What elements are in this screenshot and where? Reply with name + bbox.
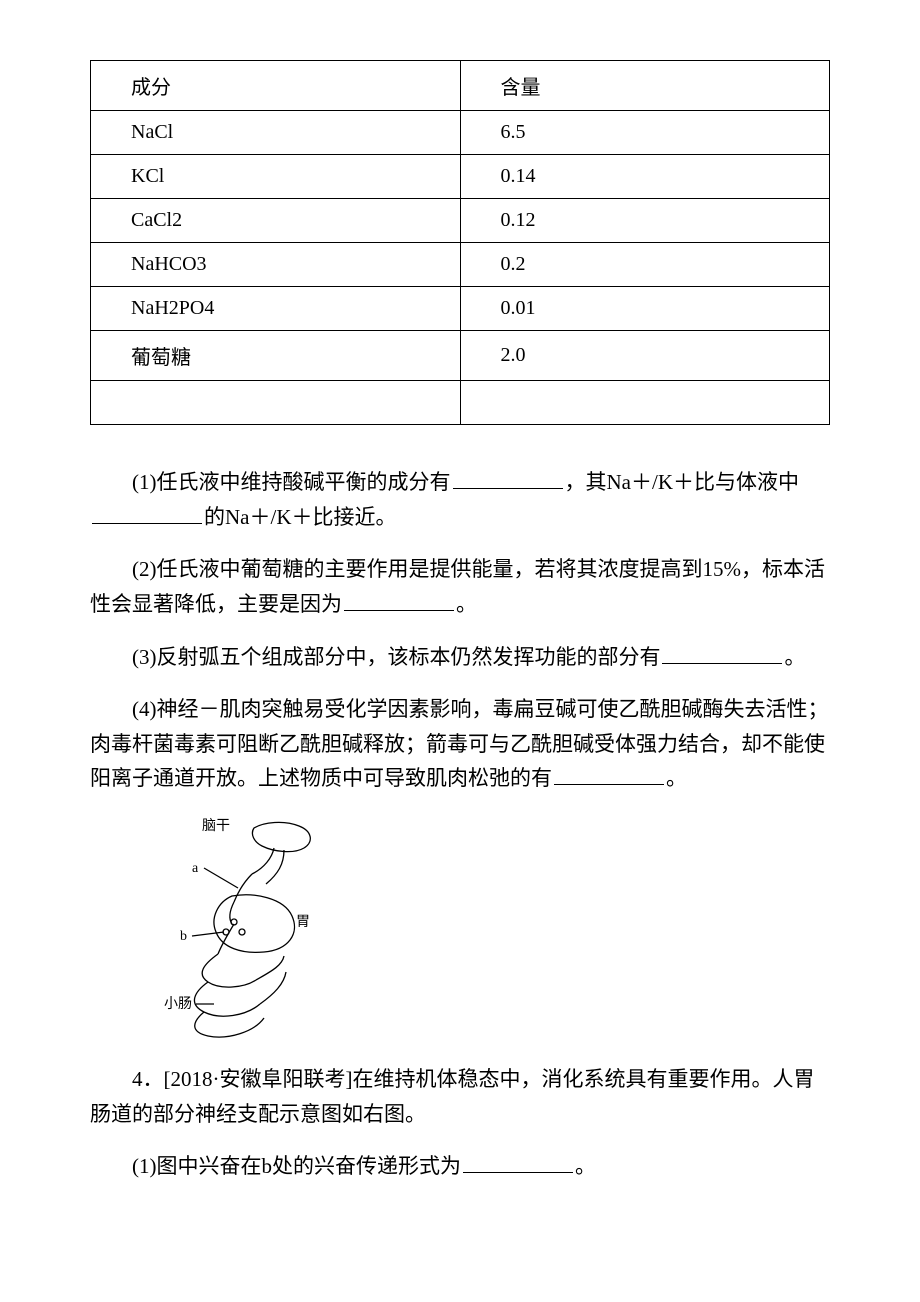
cell-component: NaCl	[91, 111, 461, 155]
q4-text-b: 。	[666, 766, 687, 790]
blank	[92, 503, 202, 524]
question-6: (1)图中兴奋在b处的兴奋传递形式为 。	[90, 1149, 830, 1184]
cell-component: NaH2PO4	[91, 287, 461, 331]
question-4: (4)神经－肌肉突触易受化学因素影响，毒扁豆碱可使乙酰胆碱酶失去活性；肉毒杆菌毒…	[90, 692, 830, 796]
table-row: CaCl2 0.12	[91, 199, 830, 243]
q6-text-a: (1)图中兴奋在b处的兴奋传递形式为	[132, 1154, 461, 1178]
table-row: NaH2PO4 0.01	[91, 287, 830, 331]
question-5: 4．[2018·安徽阜阳联考]在维持机体稳态中，消化系统具有重要作用。人胃肠道的…	[90, 1062, 830, 1131]
table-row: NaCl 6.5	[91, 111, 830, 155]
header-cell-amount: 含量	[460, 61, 830, 111]
q1-text-b: ，其Na＋/K＋比与体液中	[565, 470, 800, 494]
q4-text-a: (4)神经－肌肉突触易受化学因素影响，毒扁豆碱可使乙酰胆碱酶失去活性；肉毒杆菌毒…	[90, 697, 828, 790]
digestive-nerve-diagram: 脑干 a 胃 b 小肠	[134, 814, 830, 1044]
q3-text-a: (3)反射弧五个组成部分中，该标本仍然发挥功能的部分有	[132, 645, 660, 669]
cell-component: 葡萄糖	[91, 331, 461, 381]
table-header-row: 成分 含量	[91, 61, 830, 111]
table-row: 葡萄糖 2.0	[91, 331, 830, 381]
header-cell-component: 成分	[91, 61, 461, 111]
question-1: (1)任氏液中维持酸碱平衡的成分有 ，其Na＋/K＋比与体液中的Na＋/K＋比接近…	[90, 465, 830, 534]
cell-component: CaCl2	[91, 199, 461, 243]
cell-amount: 0.12	[460, 199, 830, 243]
cell-component	[91, 381, 461, 425]
q6-text-b: 。	[575, 1154, 596, 1178]
cell-amount: 6.5	[460, 111, 830, 155]
cell-amount	[460, 381, 830, 425]
cell-amount: 0.14	[460, 155, 830, 199]
cell-amount: 0.2	[460, 243, 830, 287]
q3-text-b: 。	[784, 645, 805, 669]
label-b: b	[180, 929, 187, 944]
table-row: NaHCO3 0.2	[91, 243, 830, 287]
label-intestine: 小肠	[164, 996, 192, 1012]
q1-text-a: (1)任氏液中维持酸碱平衡的成分有	[132, 470, 451, 494]
q2-text-b: 。	[456, 592, 477, 616]
blank	[453, 468, 563, 489]
composition-table: 成分 含量 NaCl 6.5 KCl 0.14 CaCl2 0.12 NaHCO…	[90, 60, 830, 425]
label-a: a	[192, 861, 199, 876]
blank	[344, 590, 454, 611]
q5-text-a: 4．[2018·安徽阜阳联考]在维持机体稳态中，消化系统具有重要作用。人胃肠道的…	[90, 1067, 814, 1126]
question-3: (3)反射弧五个组成部分中，该标本仍然发挥功能的部分有 。	[90, 640, 830, 675]
table-row	[91, 381, 830, 425]
blank	[662, 643, 782, 664]
cell-amount: 2.0	[460, 331, 830, 381]
blank	[463, 1152, 573, 1173]
table-row: KCl 0.14	[91, 155, 830, 199]
question-2: (2)任氏液中葡萄糖的主要作用是提供能量，若将其浓度提高到15%，标本活性会显著…	[90, 552, 830, 621]
q1-text-c: 的Na＋/K＋比接近。	[204, 505, 397, 529]
cell-component: NaHCO3	[91, 243, 461, 287]
label-stomach: 胃	[296, 915, 310, 930]
label-brainstem: 脑干	[202, 818, 230, 834]
blank	[554, 764, 664, 785]
cell-component: KCl	[91, 155, 461, 199]
cell-amount: 0.01	[460, 287, 830, 331]
